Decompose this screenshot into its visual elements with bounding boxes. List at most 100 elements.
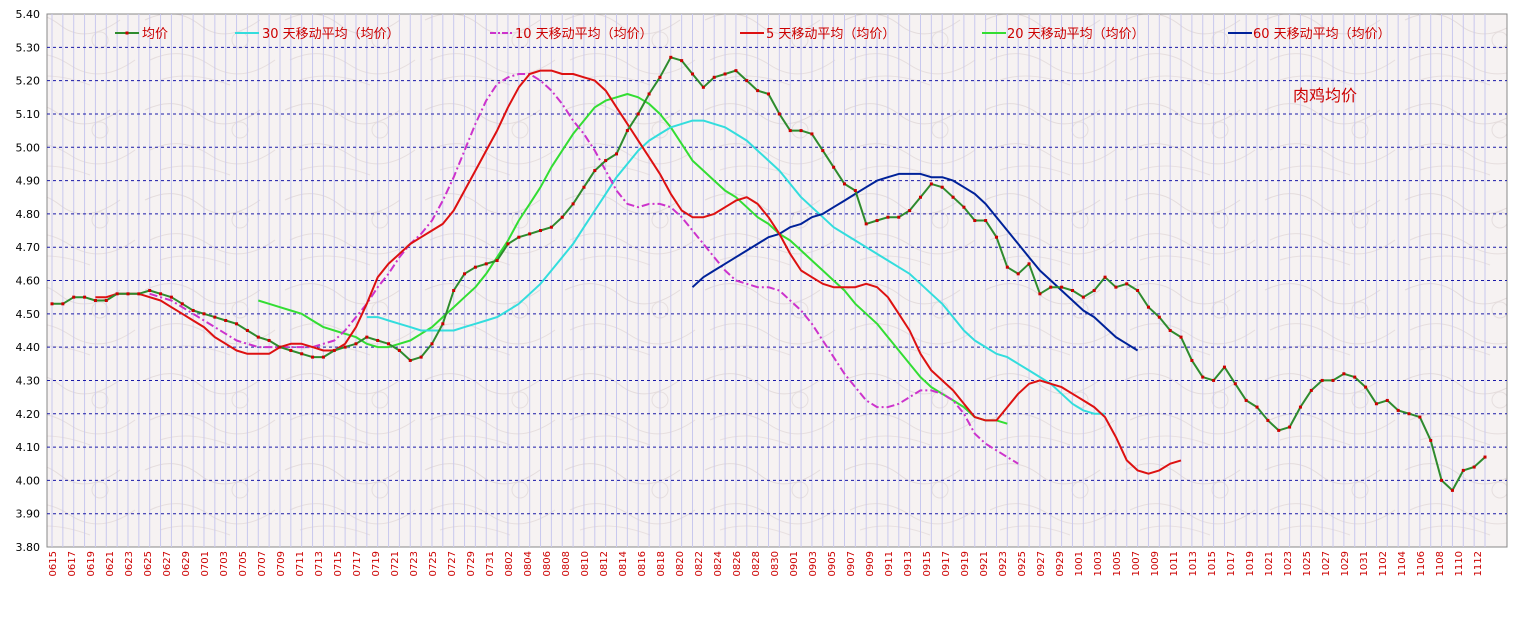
x-tick-label: 0919 <box>960 551 971 576</box>
series-line <box>366 119 1105 415</box>
data-point <box>691 72 695 76</box>
x-tick-label: 0824 <box>713 551 724 576</box>
data-point <box>625 129 629 133</box>
x-tick-label: 0911 <box>884 551 895 576</box>
data-point <box>321 355 325 359</box>
data-point <box>1060 285 1064 289</box>
data-point <box>1049 285 1053 289</box>
x-tick-label: 1027 <box>1321 551 1332 576</box>
y-tick-label: 4.60 <box>16 275 41 288</box>
x-tick-label: 0812 <box>599 551 610 576</box>
x-tick-label: 0822 <box>694 551 705 576</box>
data-point <box>984 219 988 223</box>
x-tick-label: 0929 <box>1055 551 1066 576</box>
x-tick-label: 1015 <box>1207 551 1218 576</box>
x-tick-label: 1019 <box>1245 551 1256 576</box>
series-layer <box>50 55 1487 492</box>
x-tick-label: 0909 <box>865 551 876 576</box>
data-point <box>72 295 76 299</box>
data-point <box>1374 402 1378 406</box>
x-tick-label: 1003 <box>1093 551 1104 576</box>
data-point <box>842 182 846 186</box>
data-point <box>756 89 760 93</box>
data-point <box>1429 438 1433 442</box>
data-point <box>1353 375 1357 379</box>
x-tick-label: 1001 <box>1074 551 1085 576</box>
y-tick-label: 3.80 <box>16 541 41 554</box>
data-point <box>1070 288 1074 292</box>
data-point <box>517 235 521 239</box>
data-point <box>452 288 456 292</box>
data-point <box>1483 455 1487 459</box>
x-tick-label: 0923 <box>998 551 1009 576</box>
legend-label: 5 天移动平均（均价） <box>766 27 895 42</box>
data-point <box>604 159 608 163</box>
x-tick-label: 0703 <box>219 551 230 576</box>
legend-label: 60 天移动平均（均价） <box>1253 27 1391 42</box>
data-point <box>1244 398 1248 402</box>
x-tick-label: 0814 <box>618 551 629 576</box>
x-tick-label: 0925 <box>1017 551 1028 576</box>
x-tick-label: 0927 <box>1036 551 1047 576</box>
x-tick-label: 1025 <box>1302 551 1313 576</box>
legend-label: 30 天移动平均（均价） <box>262 27 400 42</box>
data-point <box>289 348 293 352</box>
data-point <box>484 262 488 266</box>
data-point <box>1385 398 1389 402</box>
x-tick-label: 1110 <box>1454 551 1465 576</box>
data-point <box>1309 388 1313 392</box>
y-tick-label: 4.10 <box>16 441 41 454</box>
x-tick-label: 0913 <box>903 551 914 576</box>
data-point <box>658 75 662 79</box>
x-tick-label: 1021 <box>1264 551 1275 576</box>
x-tick-label: 0705 <box>238 551 249 576</box>
data-point <box>83 295 87 299</box>
x-tick-label: 0707 <box>257 551 268 576</box>
x-tick-label: 0625 <box>143 551 154 576</box>
data-point <box>1277 428 1281 432</box>
legend-label: 10 天移动平均（均价） <box>515 27 653 42</box>
data-point <box>767 92 770 96</box>
data-point <box>343 345 347 349</box>
data-point <box>1298 405 1302 409</box>
data-point <box>1190 358 1194 362</box>
chart-title: 肉鸡均价 <box>1293 86 1357 105</box>
data-point <box>669 55 673 59</box>
data-point <box>636 112 640 116</box>
data-point <box>821 149 825 153</box>
data-point <box>712 75 716 79</box>
data-point <box>1157 315 1161 319</box>
data-point <box>1092 288 1096 292</box>
data-point <box>1027 262 1031 266</box>
x-tick-label: 0615 <box>48 551 59 576</box>
data-point <box>1081 295 1085 299</box>
data-point <box>571 202 575 206</box>
data-point <box>680 59 684 63</box>
x-tick-label: 1009 <box>1150 551 1161 576</box>
x-axis: 0615 0617 0619 0621 0623 0625 0627 0629 0701 0703… <box>48 551 1484 576</box>
x-tick-label: 0820 <box>675 551 686 576</box>
x-tick-label: 1029 <box>1340 551 1351 576</box>
y-tick-label: 5.10 <box>16 108 41 121</box>
data-point <box>908 209 912 213</box>
data-point <box>408 358 412 362</box>
x-tick-label: 0903 <box>808 551 819 576</box>
x-tick-label: 0806 <box>542 551 553 576</box>
y-tick-label: 5.20 <box>16 75 41 88</box>
data-point <box>1472 465 1476 469</box>
y-tick-label: 4.20 <box>16 408 41 421</box>
y-tick-label: 5.40 <box>16 8 41 21</box>
x-tick-label: 0921 <box>979 551 990 576</box>
y-tick-label: 5.00 <box>16 141 41 154</box>
data-point <box>354 342 358 346</box>
data-point <box>137 292 141 296</box>
data-point <box>180 302 184 306</box>
x-tick-label: 0627 <box>162 551 173 576</box>
data-point <box>1103 275 1107 279</box>
data-point <box>951 195 955 199</box>
data-point <box>61 302 65 306</box>
series-line <box>95 69 1182 475</box>
data-point <box>1136 288 1140 292</box>
data-point <box>506 242 510 246</box>
